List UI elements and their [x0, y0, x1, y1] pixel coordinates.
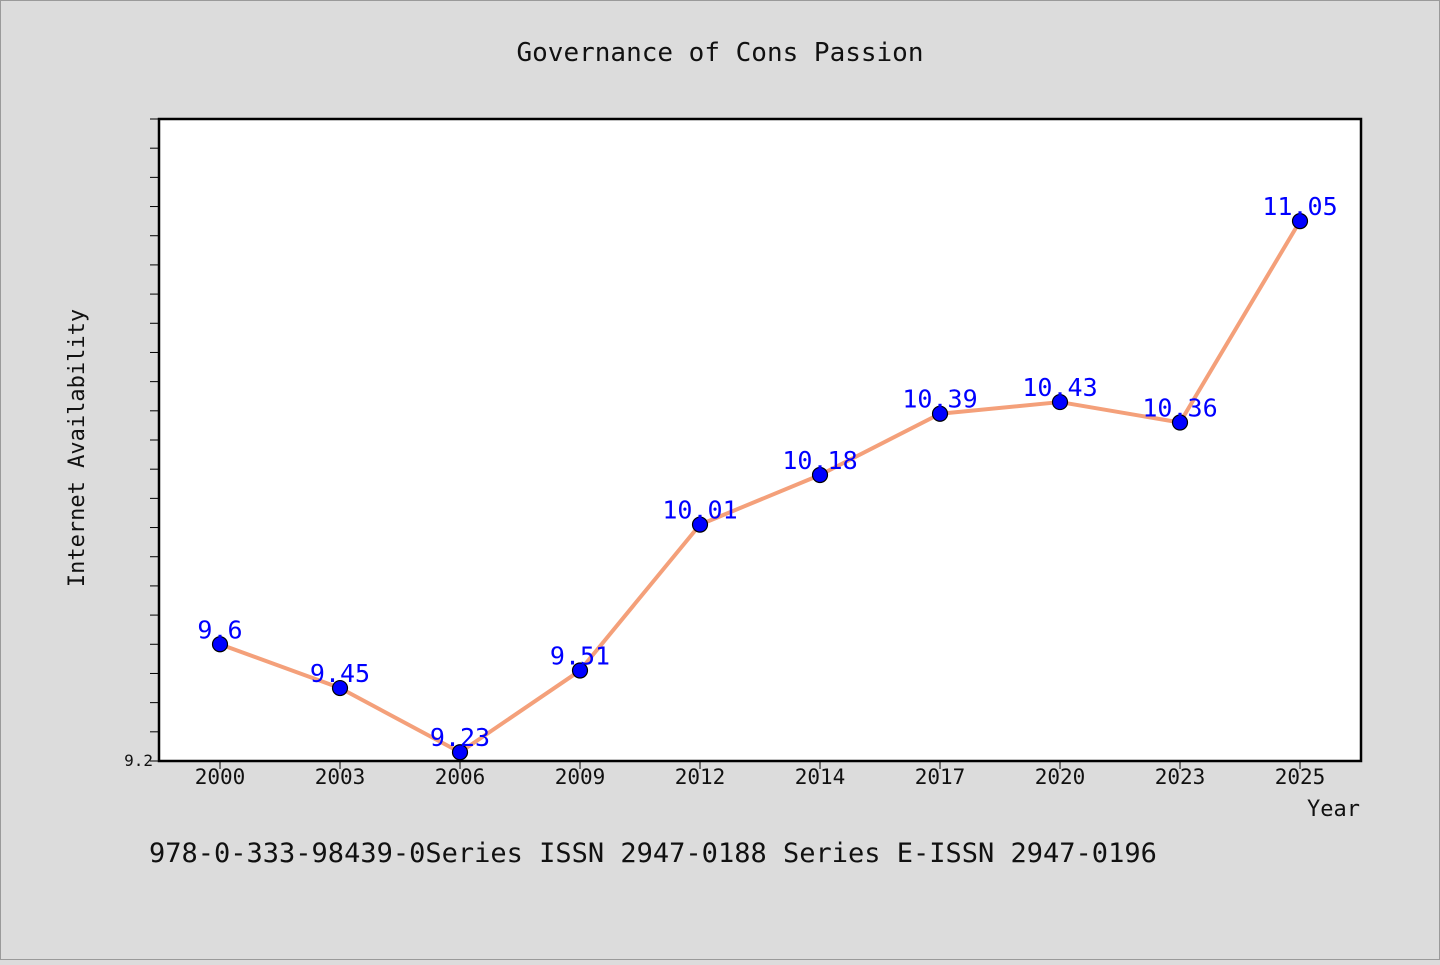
- data-point: [571, 662, 589, 679]
- x-axis-label: Year: [1307, 797, 1360, 822]
- x-tick-label: 2012: [675, 765, 726, 789]
- chart-title: Governance of Cons Passion: [517, 38, 924, 68]
- x-tick-label: 2023: [1155, 765, 1206, 789]
- data-point: [1171, 414, 1189, 431]
- data-labels: 9.6 9.45 9.23 9.51 10.01 10.18 10.39 10.43 10.36…: [197, 192, 1337, 752]
- data-point: [451, 744, 469, 761]
- data-label: 9.6: [197, 615, 242, 644]
- y-axis-label: Internet Availability: [65, 309, 90, 587]
- x-tick-label: 2000: [195, 765, 246, 789]
- x-axis-ticks: 2000 2003 2006 2009 2012 2014 2017 2020 2023 2025: [195, 761, 1326, 789]
- data-label: 9.51: [550, 642, 610, 671]
- data-label: 10.43: [1022, 373, 1097, 402]
- data-point: [1291, 213, 1309, 230]
- series-line: [219, 220, 1302, 755]
- x-tick-label: 2017: [915, 765, 966, 789]
- data-point: [691, 516, 709, 533]
- x-tick-label: 2020: [1035, 765, 1086, 789]
- plot-area: [157, 117, 1363, 763]
- footer-isbn-issn: 978-0-333-98439-0Series ISSN 2947-0188 S…: [149, 838, 1157, 869]
- data-label: 9.45: [310, 659, 370, 688]
- x-tick-label: 2003: [315, 765, 366, 789]
- x-tick-label: 2014: [795, 765, 846, 789]
- data-label: 11.05: [1262, 192, 1337, 221]
- data-label: 10.36: [1142, 393, 1217, 422]
- data-label: 10.01: [662, 496, 737, 525]
- data-label: 9.23: [430, 723, 490, 752]
- x-tick-label: 2009: [555, 765, 606, 789]
- data-point: [211, 636, 229, 653]
- data-label: 10.18: [782, 446, 857, 475]
- data-point: [331, 679, 349, 697]
- data-point: [1051, 393, 1069, 411]
- y-tick-label: 9.2: [124, 751, 153, 770]
- y-axis-minor-ticks: [150, 118, 159, 762]
- data-point: [811, 466, 829, 484]
- x-tick-label: 2006: [435, 765, 486, 789]
- data-label: 10.39: [902, 385, 977, 414]
- data-markers: [211, 213, 1309, 761]
- x-tick-label: 2025: [1275, 765, 1326, 789]
- data-point: [931, 405, 949, 422]
